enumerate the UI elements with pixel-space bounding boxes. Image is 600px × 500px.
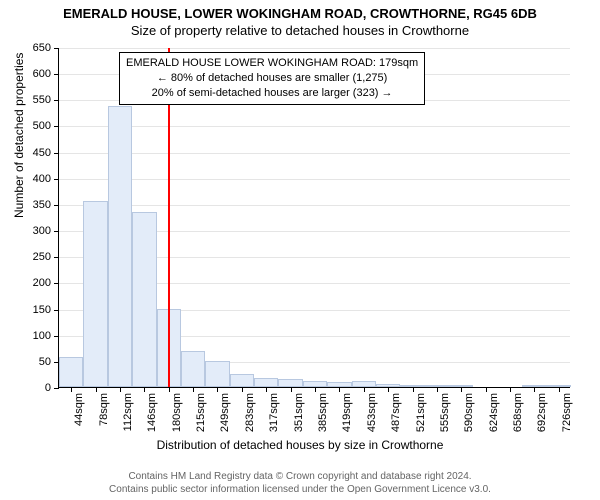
x-tick [96,387,97,392]
y-tick-label: 50 [39,356,59,368]
x-tick [315,387,316,392]
chart-subtitle: Size of property relative to detached ho… [0,21,600,38]
chart-title: EMERALD HOUSE, LOWER WOKINGHAM ROAD, CRO… [0,0,600,21]
x-tick-label: 112sqm [122,393,134,431]
histogram-bar [205,361,229,387]
y-tick-label: 450 [33,147,59,159]
x-tick [217,387,218,392]
x-tick [144,387,145,392]
x-tick [461,387,462,392]
info-line-1: EMERALD HOUSE LOWER WOKINGHAM ROAD: 179s… [126,56,418,71]
y-tick-label: 250 [33,251,59,263]
histogram-bar [108,106,132,387]
y-tick-label: 150 [33,304,59,316]
x-tick-label: 215sqm [195,393,207,432]
histogram-bar [83,201,107,387]
x-tick-label: 453sqm [366,393,378,432]
y-tick-label: 650 [33,42,59,54]
x-tick-label: 419sqm [341,393,353,432]
histogram-bar [254,378,278,387]
x-tick-label: 351sqm [293,393,305,432]
x-tick-label: 283sqm [244,393,256,432]
grid-line [59,205,570,206]
x-tick [266,387,267,392]
info-line-3: 20% of semi-detached houses are larger (… [126,86,418,101]
histogram-chart: 0501001502002503003504004505005506006504… [58,48,570,388]
x-tick [193,387,194,392]
y-tick-label: 200 [33,277,59,289]
footer-line-1: Contains HM Land Registry data © Crown c… [0,470,600,483]
y-tick-label: 100 [33,330,59,342]
x-tick [242,387,243,392]
y-tick-label: 400 [33,173,59,185]
x-tick-label: 692sqm [536,393,548,432]
y-axis-title: Number of detached properties [12,53,26,218]
info-line-2: ← 80% of detached houses are smaller (1,… [126,71,418,86]
x-tick-label: 487sqm [390,393,402,432]
histogram-bar [230,374,254,387]
histogram-bar [181,351,205,387]
grid-line [59,179,570,180]
x-tick-label: 249sqm [219,393,231,432]
x-tick [364,387,365,392]
grid-line [59,48,570,49]
histogram-bar [59,357,83,387]
x-tick [388,387,389,392]
x-tick-label: 44sqm [73,393,85,426]
x-tick-label: 658sqm [512,393,524,432]
x-tick [437,387,438,392]
grid-line [59,126,570,127]
x-tick [339,387,340,392]
y-tick-label: 0 [45,382,59,394]
x-tick [169,387,170,392]
histogram-bar [132,212,156,387]
y-tick-label: 300 [33,225,59,237]
x-tick-label: 385sqm [317,393,329,432]
marker-info-box: EMERALD HOUSE LOWER WOKINGHAM ROAD: 179s… [119,52,425,105]
y-tick-label: 350 [33,199,59,211]
x-axis-title: Distribution of detached houses by size … [0,438,600,452]
x-tick-label: 78sqm [98,393,110,426]
footer-line-2: Contains public sector information licen… [0,483,600,496]
x-tick [120,387,121,392]
x-tick [510,387,511,392]
x-tick [534,387,535,392]
x-tick-label: 146sqm [146,393,158,432]
x-tick [559,387,560,392]
x-tick [71,387,72,392]
y-tick-label: 500 [33,120,59,132]
x-tick-label: 521sqm [415,393,427,432]
x-tick-label: 317sqm [268,393,280,432]
y-tick-label: 550 [33,94,59,106]
x-tick-label: 624sqm [488,393,500,432]
footer-attribution: Contains HM Land Registry data © Crown c… [0,470,600,496]
x-tick [291,387,292,392]
grid-line [59,153,570,154]
x-tick-label: 555sqm [439,393,451,432]
y-tick-label: 600 [33,68,59,80]
x-tick-label: 180sqm [171,393,183,432]
x-tick [413,387,414,392]
x-tick [486,387,487,392]
x-tick-label: 590sqm [463,393,475,432]
x-tick-label: 726sqm [561,393,573,432]
histogram-bar [278,379,302,387]
